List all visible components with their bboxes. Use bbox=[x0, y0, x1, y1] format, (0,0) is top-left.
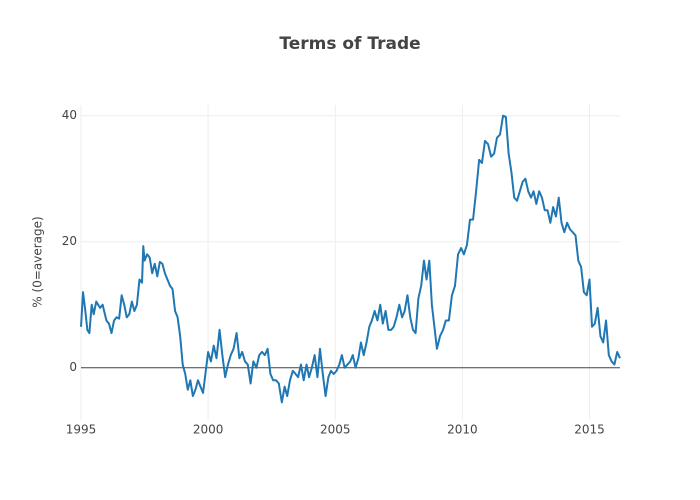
y-tick-label: 0 bbox=[69, 360, 77, 374]
x-tick-label: 2000 bbox=[193, 423, 224, 437]
x-tick-label: 1995 bbox=[66, 423, 97, 437]
chart-title: Terms of Trade bbox=[279, 34, 420, 54]
x-tick-label: 2010 bbox=[447, 423, 478, 437]
y-tick-label: 20 bbox=[62, 234, 77, 248]
data-line bbox=[80, 114, 621, 404]
x-tick-label: 2015 bbox=[574, 423, 605, 437]
x-tick-label: 2005 bbox=[320, 423, 351, 437]
y-tick-label: 40 bbox=[62, 108, 77, 122]
y-axis-title: % (0=average) bbox=[31, 216, 45, 307]
